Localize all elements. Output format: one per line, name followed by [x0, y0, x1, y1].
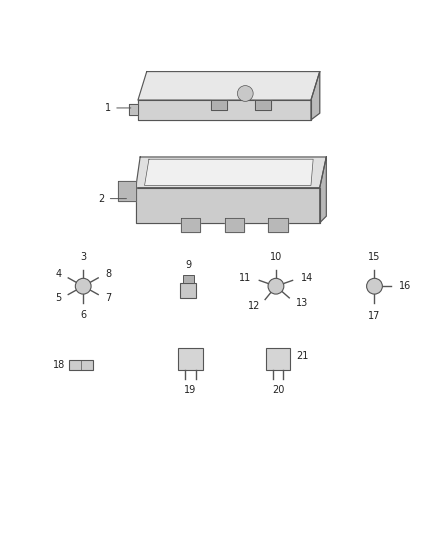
Circle shape	[237, 86, 253, 101]
Polygon shape	[181, 219, 200, 232]
Polygon shape	[138, 100, 311, 120]
Polygon shape	[320, 157, 326, 223]
Polygon shape	[145, 159, 313, 185]
Polygon shape	[136, 188, 320, 223]
Text: 5: 5	[55, 293, 61, 303]
Polygon shape	[211, 100, 227, 110]
Text: 21: 21	[297, 351, 309, 361]
Circle shape	[268, 278, 284, 294]
Polygon shape	[118, 181, 136, 201]
Polygon shape	[268, 219, 288, 232]
Text: 3: 3	[80, 252, 86, 262]
Text: 13: 13	[296, 298, 308, 309]
Polygon shape	[129, 104, 138, 115]
Polygon shape	[311, 71, 320, 120]
Text: 12: 12	[247, 301, 260, 311]
Text: 2: 2	[99, 193, 127, 204]
Text: 9: 9	[185, 260, 191, 270]
Text: 6: 6	[80, 310, 86, 320]
Text: 11: 11	[239, 272, 251, 282]
Text: 18: 18	[53, 360, 66, 370]
Text: 4: 4	[56, 269, 61, 279]
Polygon shape	[183, 275, 194, 282]
Text: 7: 7	[105, 293, 111, 303]
Polygon shape	[69, 360, 93, 370]
Polygon shape	[138, 71, 320, 100]
Polygon shape	[225, 219, 244, 232]
Text: 15: 15	[368, 252, 381, 262]
Text: 16: 16	[399, 281, 411, 291]
Polygon shape	[178, 349, 203, 370]
Polygon shape	[255, 100, 271, 110]
Polygon shape	[136, 157, 326, 188]
Circle shape	[75, 278, 91, 294]
Circle shape	[367, 278, 382, 294]
Text: 10: 10	[270, 252, 282, 262]
Text: 17: 17	[368, 311, 381, 321]
Polygon shape	[266, 349, 290, 370]
Text: 1: 1	[105, 103, 131, 113]
Text: 20: 20	[272, 385, 284, 395]
Text: 19: 19	[184, 385, 197, 395]
Text: 8: 8	[105, 269, 111, 279]
Text: 14: 14	[300, 272, 313, 282]
Polygon shape	[180, 282, 196, 298]
